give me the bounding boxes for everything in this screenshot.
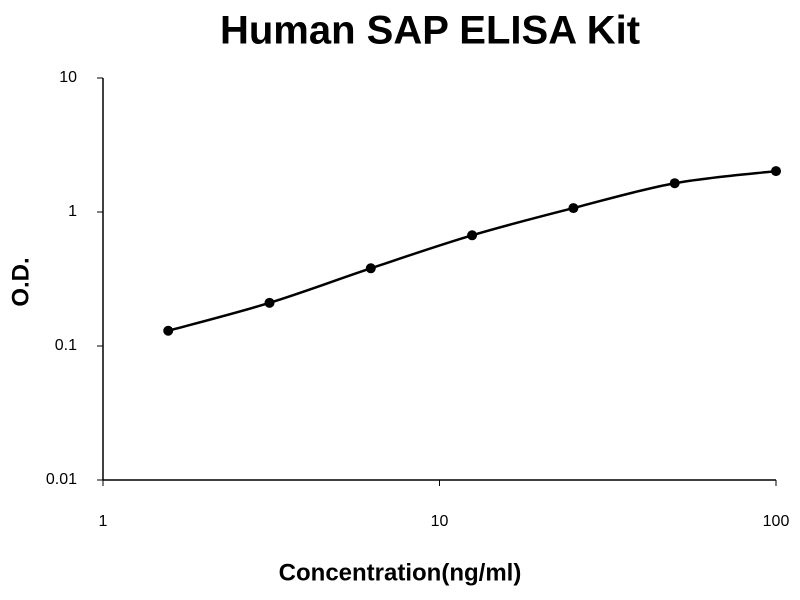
fit-curve (167, 169, 777, 332)
y-tick-label: 0.1 (55, 337, 77, 354)
data-point (669, 178, 680, 189)
chart-title: Human SAP ELISA Kit (220, 9, 640, 53)
x-tick-label: 1 (99, 513, 108, 530)
y-tick-label: 10 (59, 69, 77, 86)
data-point (568, 203, 579, 214)
y-axis-label: O.D. (7, 257, 34, 306)
x-tick-label: 10 (431, 513, 449, 530)
y-tick-label: 0.01 (46, 471, 77, 488)
data-point (163, 325, 174, 336)
y-tick-label: 1 (68, 203, 77, 220)
data-point (771, 166, 781, 177)
x-tick-label: 100 (763, 513, 790, 530)
data-point (365, 263, 376, 274)
data-point (467, 230, 478, 241)
x-axis-label: Concentration(ng/ml) (279, 559, 522, 586)
data-point (264, 297, 275, 308)
